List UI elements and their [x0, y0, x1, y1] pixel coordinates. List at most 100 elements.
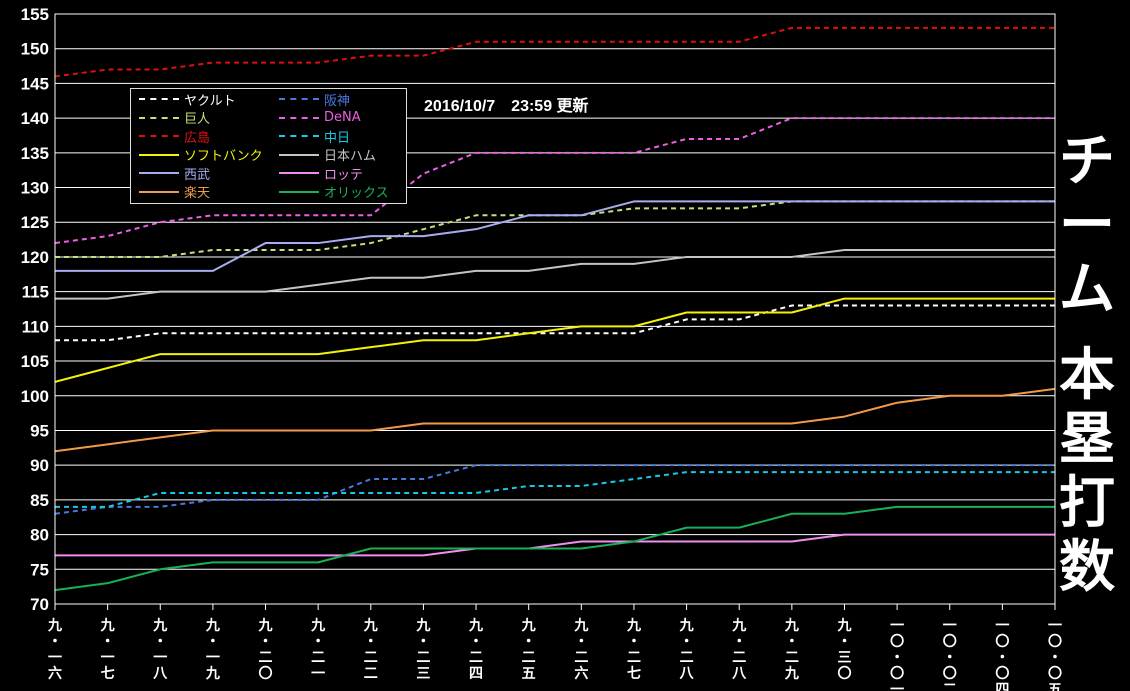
legend-item: ロッテ [279, 164, 363, 183]
x-tick-label: 一〇・〇四 [995, 618, 1009, 691]
x-tick-label: 九・二四 [468, 618, 483, 682]
y-tick-label: 135 [21, 144, 49, 163]
legend-label: 巨人 [184, 112, 211, 127]
series-line [54, 505, 1055, 592]
y-tick-label: 115 [22, 283, 49, 302]
legend-swatch [139, 135, 179, 137]
legend-item: ヤクルト [139, 90, 236, 109]
x-tick-label: 九・二二 [363, 618, 378, 682]
y-tick-label: 150 [21, 40, 49, 59]
x-tick-label: 九・二九 [784, 618, 799, 682]
legend: ヤクルト 阪神巨人 DeNA 広島 中日ソフトバンク 日本ハム西武 ロッテ楽天 オリックス [130, 88, 407, 204]
legend-item: ソフトバンク [139, 146, 263, 164]
series-line [55, 200, 1055, 258]
x-tick-label: 九・二六 [573, 618, 588, 682]
title-char: ム [1059, 257, 1115, 322]
legend-label: ヤクルト [184, 93, 236, 109]
legend-item: 楽天 [139, 183, 210, 201]
series-line [54, 464, 1055, 515]
legend-swatch [139, 172, 179, 174]
y-tick-label: 85 [30, 491, 49, 510]
x-tick-label: 九・一八 [152, 618, 168, 682]
x-tick-label: 九・二八 [679, 618, 695, 682]
legend-swatch [279, 190, 319, 193]
legend-item: 中日 [279, 127, 351, 146]
x-tick-label: 九・一六 [47, 618, 62, 682]
y-tick-label: 90 [30, 456, 49, 475]
legend-swatch [279, 135, 319, 137]
series-line [54, 387, 1056, 453]
y-tick-label: 130 [21, 179, 49, 198]
series-line [54, 297, 1055, 383]
title-char: 塁 [1059, 407, 1115, 472]
y-tick-label: 80 [30, 526, 49, 545]
legend-label: オリックス [324, 186, 389, 201]
x-tick-label: 九・一七 [100, 618, 115, 682]
y-tick-label: 110 [22, 317, 49, 336]
legend-swatch [279, 153, 319, 156]
y-tick-label: 100 [21, 387, 49, 406]
title-char: 本 [1059, 343, 1115, 408]
x-tick-label: 一〇・〇五 [1048, 618, 1062, 691]
y-tick-label: 125 [21, 213, 49, 232]
legend-label: 日本ハム [324, 149, 377, 164]
y-tick-label: 145 [21, 74, 49, 93]
legend-item: 巨人 [139, 109, 210, 127]
y-tick-label: 140 [21, 109, 49, 128]
legend-item: DeNA [279, 109, 361, 127]
title-char: 数 [1059, 535, 1115, 600]
legend-label: 楽天 [184, 186, 211, 201]
chart-title: チ ー ム 本 塁 打 数 [1052, 130, 1122, 600]
plot-frame [54, 13, 1056, 605]
legend-label: 中日 [324, 130, 351, 146]
legend-label: 阪神 [324, 93, 351, 109]
title-spacer [1052, 322, 1122, 344]
y-tick-label: 95 [30, 421, 49, 440]
legend-swatch [139, 116, 179, 119]
x-tick-label: 九・二三 [415, 618, 430, 682]
x-tick-label: 九・二七 [626, 618, 641, 682]
x-axis-ticks: 九・一六 九・一七 九・一八 九・一九 九・二〇 九・二一 九・二二 九・二三 九・二四 九・二五… [47, 604, 1062, 691]
update-timestamp: 2016/10/7 23:59 更新 [424, 98, 589, 115]
x-tick-label: 九・一九 [205, 618, 220, 682]
series-line [55, 533, 1055, 557]
x-tick-label: 九・二五 [521, 618, 536, 682]
legend-swatch [139, 190, 179, 193]
series-line [55, 249, 1055, 300]
series-line [55, 304, 1055, 342]
legend-label: ソフトバンク [184, 149, 263, 164]
y-tick-label: 120 [21, 248, 49, 267]
title-char: 打 [1059, 471, 1115, 536]
legend-swatch [279, 116, 319, 119]
legend-item: 広島 [139, 127, 211, 146]
series-line [55, 471, 1055, 508]
x-tick-label: 九・三〇 [836, 618, 851, 682]
legend-label: DeNA [324, 110, 361, 125]
x-tick-label: 一〇・〇一 [890, 618, 904, 691]
legend-swatch [279, 98, 319, 100]
series-line [54, 26, 1055, 78]
series-lines [54, 26, 1056, 592]
x-tick-label: 九・二一 [310, 618, 325, 682]
x-tick-label: 一〇・〇二 [943, 618, 957, 691]
series-line [55, 200, 1055, 272]
legend-item: 阪神 [279, 90, 351, 109]
y-axis-ticks: 70 75 80 85 90 95 100 105 110 115 120 125 130 135 140 1… [21, 5, 49, 614]
legend-swatch [139, 153, 179, 156]
legend-label: 広島 [184, 130, 211, 146]
y-tick-label: 70 [30, 595, 49, 614]
legend-item: 西武 [139, 164, 211, 183]
legend-item: 日本ハム [279, 146, 376, 164]
legend-item: オリックス [279, 183, 389, 201]
title-char: ー [1059, 193, 1115, 258]
x-tick-label: 九・二八 [731, 618, 747, 682]
y-tick-label: 155 [21, 5, 49, 24]
legend-swatch [279, 172, 319, 174]
y-tick-label: 105 [21, 352, 49, 371]
legend-swatch [139, 98, 179, 100]
title-char: チ [1059, 129, 1115, 194]
y-tick-label: 75 [30, 560, 49, 579]
x-tick-label: 九・二〇 [258, 618, 273, 682]
legend-label: 西武 [184, 167, 211, 183]
